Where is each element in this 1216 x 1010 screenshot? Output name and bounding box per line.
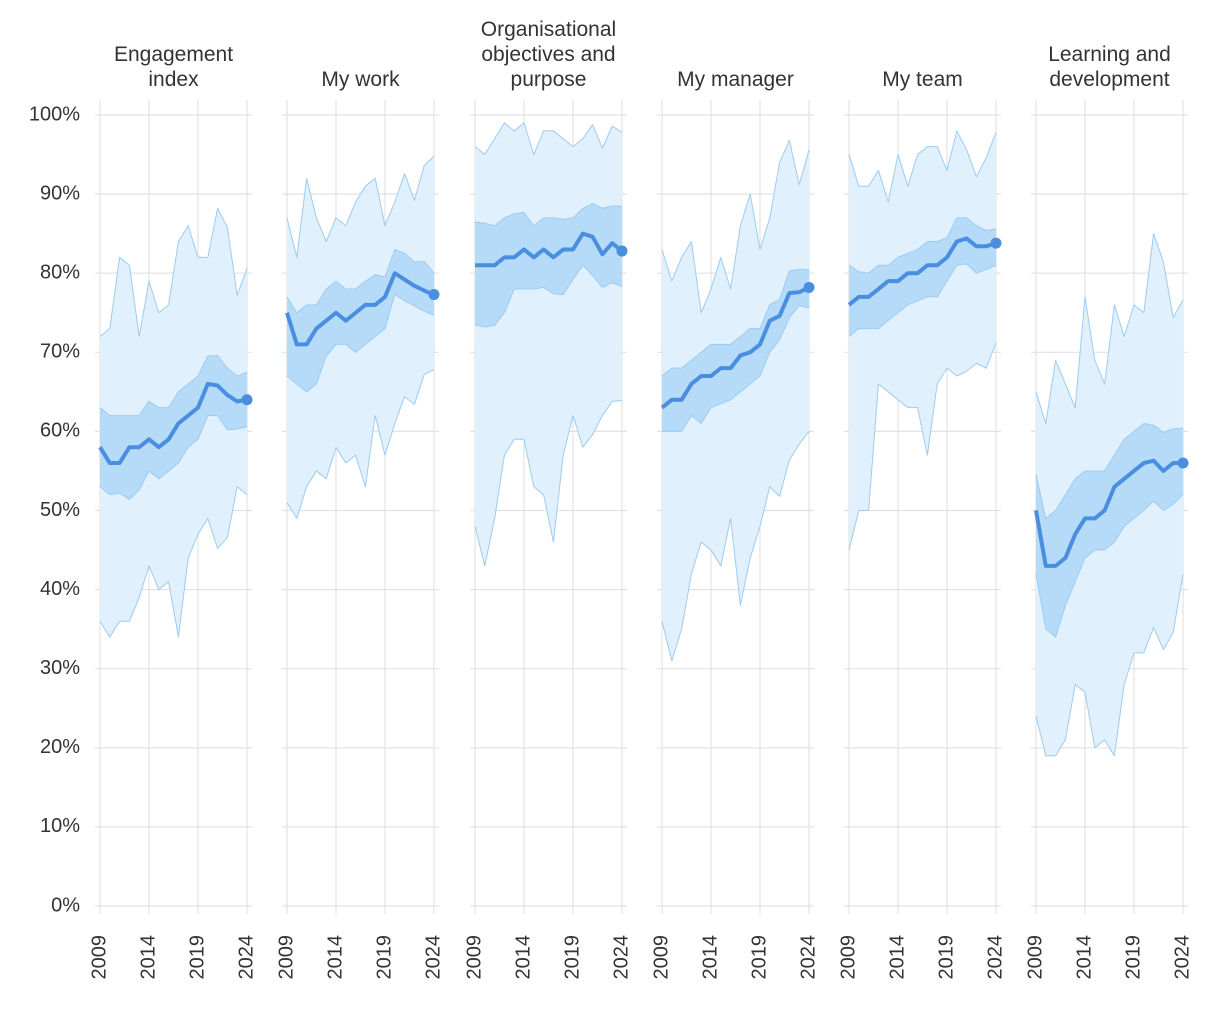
y-tick-label: 30% [40,657,80,679]
inner-band [1036,423,1183,638]
x-tick-label: 2019 [186,935,208,980]
outer-band [849,130,996,551]
x-tick-label: 2019 [1122,935,1144,980]
x-tick-label: 2009 [275,935,297,980]
outer-low-edge [848,342,997,551]
inner-low-edge [848,263,997,337]
outer-high-edge [99,207,248,337]
y-tick-label: 10% [40,815,80,837]
outer-band [662,140,809,661]
inner-high-edge [848,217,997,274]
panel-title: Engagement index [113,43,234,91]
last-point [803,281,815,293]
last-point [1177,457,1189,469]
panel-title: My work [321,68,400,91]
x-tick-label: 2024 [610,935,632,980]
outer-low-edge [99,486,248,638]
x-tick-label: 2019 [748,935,770,980]
y-tick-label: 50% [40,499,80,521]
median-line [98,381,248,466]
x-tick-label: 2024 [1171,935,1193,980]
median-line [475,231,624,268]
inner-low-edge [1035,494,1184,638]
panel-title: My team [882,68,963,91]
last-point [428,289,440,301]
inner-high-edge [1035,422,1184,519]
x-tick-label: 2009 [463,935,485,980]
outer-high-edge [474,122,623,156]
y-tick-label: 80% [40,261,80,283]
y-tick-label: 20% [40,736,80,758]
inner-low-edge [662,305,810,432]
x-tick-label: 2014 [512,935,534,980]
outer-low-edge [1035,573,1184,757]
last-point [616,245,628,257]
panel-title: My manager [677,68,794,91]
x-tick-label: 2009 [1024,935,1046,980]
inner-band [849,217,996,337]
outer-low-edge [474,400,623,567]
y-tick-label: 40% [40,578,80,600]
median-line [1034,458,1183,568]
y-tick-label: 90% [40,182,80,204]
x-tick-label: 2009 [837,935,859,980]
last-point [990,237,1002,249]
x-tick-label: 2014 [324,935,346,980]
x-tick-label: 2019 [373,935,395,980]
x-tick-label: 2009 [650,935,672,980]
outer-high-edge [848,130,997,203]
x-tick-label: 2024 [235,935,257,980]
x-tick-label: 2019 [561,935,583,980]
outer-high-edge [1035,233,1184,424]
y-tick-label: 60% [40,420,80,442]
inner-band [287,249,434,392]
x-tick-label: 2009 [88,935,110,980]
y-tick-label: 100% [29,103,80,125]
x-tick-label: 2014 [137,935,159,980]
median-line [847,236,997,307]
outer-high-edge [661,139,810,314]
outer-low-edge [661,431,810,662]
inner-high-edge [286,248,435,314]
inner-high-edge [474,203,622,227]
median-line [660,285,810,410]
inner-low-edge [99,415,248,500]
x-tick-label: 2014 [886,935,908,980]
inner-band [662,269,809,432]
x-tick-label: 2014 [1073,935,1095,980]
outer-high-edge [286,155,435,258]
y-tick-label: 0% [51,894,80,916]
last-point [241,394,253,406]
x-tick-label: 2019 [935,935,957,980]
inner-high-edge [661,268,810,377]
x-tick-label: 2014 [699,935,721,980]
x-tick-label: 2024 [797,935,819,980]
median-line [285,271,435,347]
panel-title: Learning and development [1048,43,1171,91]
y-tick-label: 70% [40,341,80,363]
inner-high-edge [99,354,248,417]
inner-low-edge [286,294,435,393]
x-tick-label: 2024 [422,935,444,980]
inner-band [100,355,247,500]
panel-title: Organisational objectives and purpose [480,18,617,91]
x-tick-label: 2024 [984,935,1006,980]
inner-low-edge [474,264,623,328]
outer-low-edge [286,369,435,519]
